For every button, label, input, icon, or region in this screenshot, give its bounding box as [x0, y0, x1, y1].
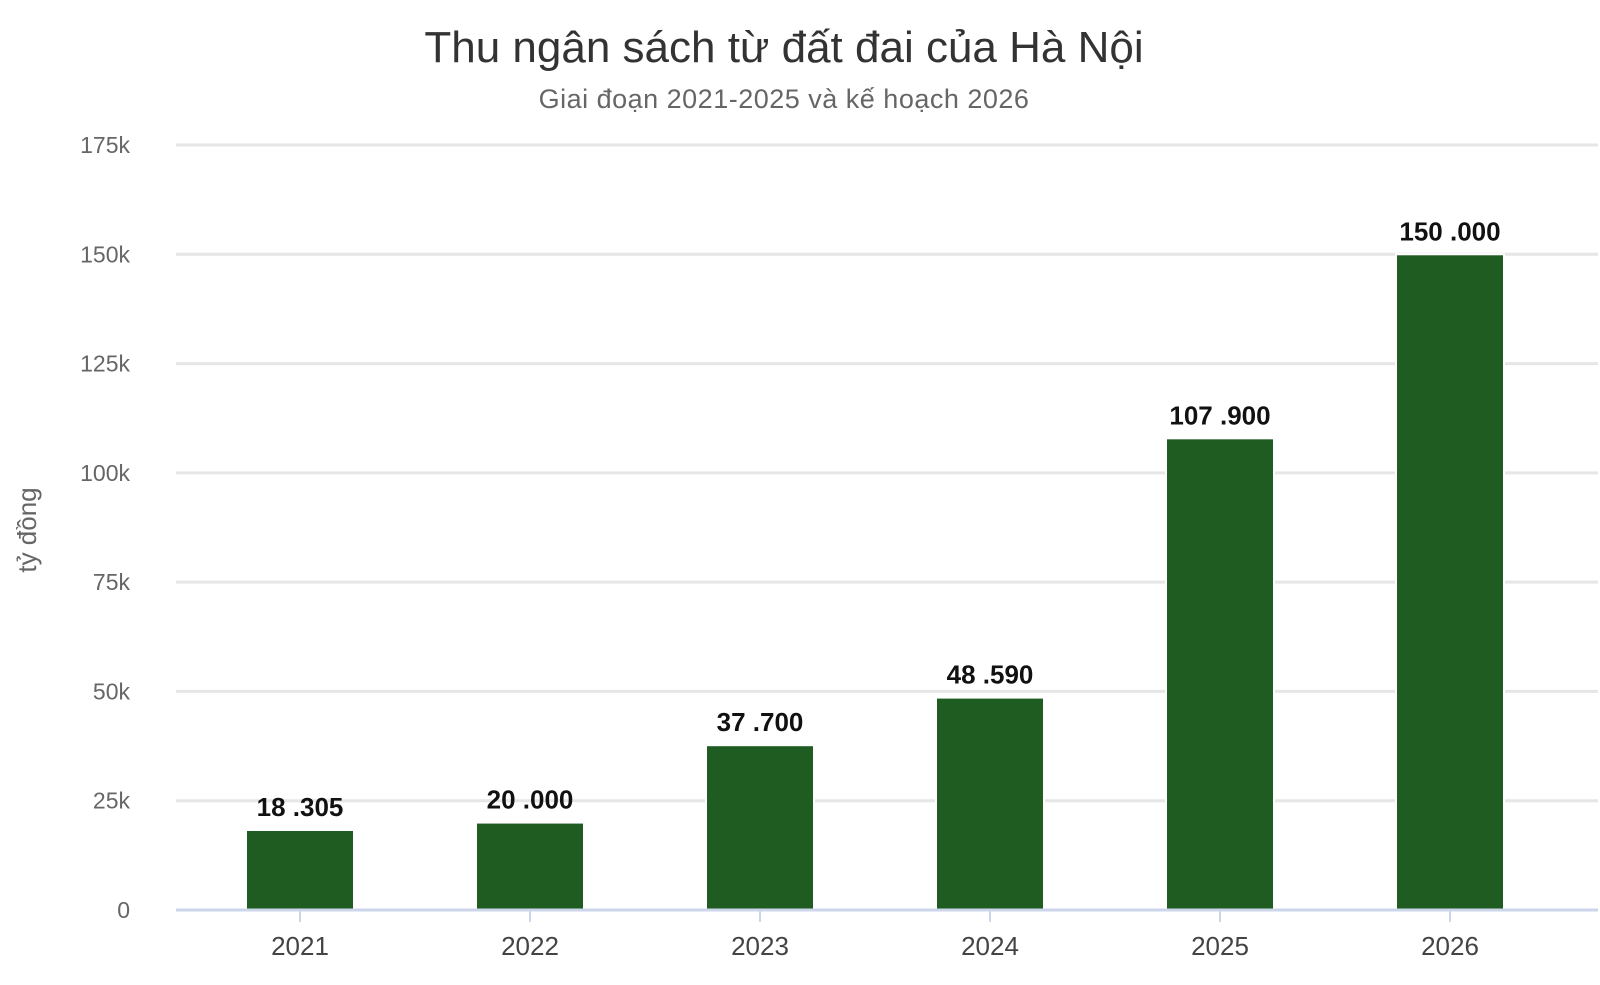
- x-tick-label-2022: 2022: [501, 931, 559, 961]
- gridlines: [176, 143, 1598, 803]
- y-tick-label: 50k: [93, 678, 131, 704]
- data-labels: 18 .305 20 .000 37 .700 48 .590 107 .900 150 …: [257, 216, 1501, 822]
- x-axis: 2021 2022 2023 2024 2025 2026: [176, 908, 1598, 961]
- chart-subtitle: Giai đoạn 2021-2025 và kế hoạch 2026: [539, 84, 1030, 114]
- bar-2022[interactable]: [475, 821, 585, 911]
- bar-2021[interactable]: [245, 828, 355, 912]
- data-label-2021: 18 .305: [257, 792, 344, 822]
- bar-2026[interactable]: [1395, 253, 1505, 912]
- y-axis-ticks: 0 25k 50k 75k 100k 125k 150k 175k: [80, 132, 130, 923]
- y-tick-label: 0: [117, 897, 130, 923]
- bars: [245, 253, 1505, 912]
- y-tick-label: 100k: [80, 460, 130, 486]
- y-tick-label: 75k: [93, 569, 131, 595]
- data-label-2024: 48 .590: [947, 660, 1034, 690]
- data-label-2022: 20 .000: [487, 785, 574, 815]
- data-label-2023: 37 .700: [717, 707, 804, 737]
- y-tick-label: 150k: [80, 241, 130, 267]
- y-tick-label: 125k: [80, 351, 130, 377]
- x-tick-label-2023: 2023: [731, 931, 789, 961]
- bar-2023[interactable]: [705, 744, 815, 911]
- x-tick-label-2026: 2026: [1421, 931, 1479, 961]
- bar-2024[interactable]: [935, 696, 1045, 911]
- data-label-2025: 107 .900: [1169, 400, 1270, 430]
- y-tick-label: 175k: [80, 132, 130, 158]
- chart-title: Thu ngân sách từ đất đai của Hà Nội: [424, 23, 1143, 72]
- y-tick-label: 25k: [93, 788, 131, 814]
- x-tick-label-2021: 2021: [271, 931, 329, 961]
- x-tick-label-2024: 2024: [961, 931, 1019, 961]
- data-label-2026: 150 .000: [1399, 216, 1500, 246]
- x-tick-label-2025: 2025: [1191, 931, 1249, 961]
- y-axis-title: tỷ đồng: [12, 487, 42, 572]
- bar-2025[interactable]: [1165, 437, 1275, 911]
